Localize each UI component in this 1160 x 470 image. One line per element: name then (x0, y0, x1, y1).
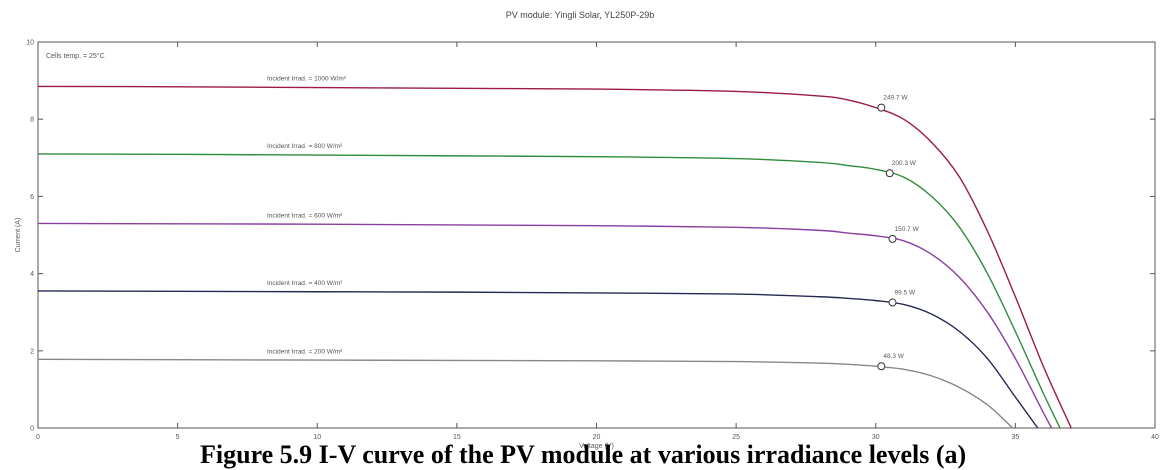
mpp-marker (885, 169, 894, 178)
mpp-label: 200.3 W (892, 160, 917, 167)
x-tick-label: 5 (176, 434, 180, 441)
mpp-marker (877, 362, 886, 371)
cell-temp-annotation: Cells temp. = 25°C (46, 52, 105, 60)
series-line (37, 222, 1053, 429)
y-tick-label: 0 (30, 426, 34, 433)
mpp-marker (888, 234, 897, 243)
iv-curve-chart: 0 5 10 15 20 25 30 35 40 0 2 4 6 8 10 Voltage (V) Curren… (15, 40, 1159, 451)
plot-frame (37, 41, 1156, 429)
mpp-label: 48.3 W (883, 353, 904, 360)
figure-caption: Figure 5.9 I-V curve of the PV module at… (200, 440, 967, 469)
series-line (37, 290, 1039, 429)
series-label: Incident Irrad. = 600 W/m² (267, 212, 343, 219)
mpp-label: 150.7 W (895, 226, 920, 233)
y-tick-label: 6 (30, 194, 34, 201)
y-axis-label: Current (A) (15, 218, 22, 253)
mpp-marker (877, 103, 886, 112)
x-tick-label: 0 (36, 434, 40, 441)
x-tick-label: 40 (1151, 434, 1159, 441)
x-tick-label: 15 (453, 434, 461, 441)
x-axis-label: Voltage (V) (579, 443, 614, 450)
series-label: Incident Irrad. = 1000 W/m² (267, 75, 347, 82)
x-tick-label: 25 (732, 434, 740, 441)
y-tick-label: 10 (26, 40, 34, 47)
mpp-marker (888, 298, 897, 307)
mpp-label: 249.7 W (883, 95, 908, 102)
x-tick-label: 30 (872, 434, 880, 441)
chart-title: PV module: Yingli Solar, YL250P-29b (505, 10, 655, 20)
series-line (37, 358, 1014, 429)
series-line (37, 153, 1061, 429)
y-tick-label: 8 (30, 117, 34, 124)
x-tick-label: 35 (1011, 434, 1019, 441)
x-tick-label: 10 (313, 434, 321, 441)
mpp-label: 99.5 W (895, 290, 916, 297)
series-line (37, 85, 1072, 429)
y-tick-label: 4 (30, 271, 34, 278)
series-label: Incident Irrad. = 400 W/m² (267, 280, 343, 287)
y-tick-label: 2 (30, 348, 34, 355)
series-label: Incident Irrad. = 800 W/m² (267, 143, 343, 150)
x-tick-label: 20 (593, 434, 601, 441)
series-label: Incident Irrad. = 200 W/m² (267, 348, 343, 355)
